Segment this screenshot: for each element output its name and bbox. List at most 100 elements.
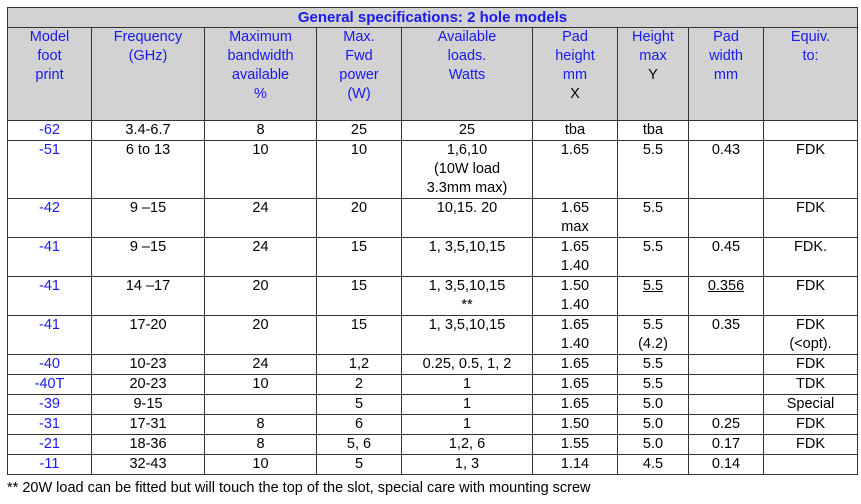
cell-bandwidth: 10 <box>204 140 317 199</box>
cell-equivalent: FDK <box>763 414 858 435</box>
cell-model: -40 <box>7 354 92 375</box>
cell-pad-width <box>688 394 764 415</box>
cell-model: -31 <box>7 414 92 435</box>
specifications-table: General specifications: 2 hole models Mo… <box>7 7 858 475</box>
cell-pad-height: 1.65 1.40 <box>532 237 618 277</box>
cell-model: -42 <box>7 198 92 238</box>
cell-frequency: 9 –15 <box>91 198 205 238</box>
cell-fwd-power: 6 <box>316 414 402 435</box>
cell-bandwidth: 10 <box>204 374 317 395</box>
header-label: Height max <box>632 29 674 64</box>
header-label: Model foot print <box>29 29 70 83</box>
cell-available-loads: 1, 3 <box>401 454 533 475</box>
cell-pad-width <box>688 120 764 141</box>
cell-fwd-power: 5 <box>316 394 402 415</box>
table-row: -41 14 –17 20 15 1, 3,5,10,15 ** 1.50 1.40 5.5… <box>7 276 858 316</box>
table-row: -40T 20-23 10 2 1 1.65 5.5 TDK <box>7 374 858 395</box>
cell-model: -11 <box>7 454 92 475</box>
cell-pad-height: 1.65 <box>532 374 618 395</box>
cell-available-loads: 1 <box>401 374 533 395</box>
cell-fwd-power: 15 <box>316 237 402 277</box>
cell-available-loads: 1, 3,5,10,15 ** <box>401 276 533 316</box>
cell-height-max: 5.5 <box>617 237 689 277</box>
cell-available-loads: 0.25, 0.5, 1, 2 <box>401 354 533 375</box>
header-frequency: Frequency (GHz) <box>91 27 205 121</box>
cell-bandwidth: 10 <box>204 454 317 475</box>
cell-model: -41 <box>7 276 92 316</box>
cell-bandwidth: 20 <box>204 315 317 355</box>
cell-pad-height: 1.50 1.40 <box>532 276 618 316</box>
cell-pad-width: 0.45 <box>688 237 764 277</box>
cell-equivalent: FDK <box>763 140 858 199</box>
header-label: Max. Fwd power (W) <box>339 29 379 102</box>
cell-height-max: 5.5 <box>617 198 689 238</box>
table-row: -42 9 –15 24 20 10,15. 20 1.65 max 5.5 FDK <box>7 198 858 238</box>
header-fwd-power: Max. Fwd power (W) <box>316 27 402 121</box>
cell-pad-width <box>688 198 764 238</box>
cell-bandwidth: 24 <box>204 354 317 375</box>
cell-height-max: 5.5 <box>617 354 689 375</box>
cell-available-loads: 25 <box>401 120 533 141</box>
cell-fwd-power: 5, 6 <box>316 434 402 455</box>
cell-pad-width: 0.25 <box>688 414 764 435</box>
header-available-loads: Available loads. Watts <box>401 27 533 121</box>
cell-available-loads: 1 <box>401 394 533 415</box>
cell-pad-width: 0.35 <box>688 315 764 355</box>
table-row: -40 10-23 24 1,2 0.25, 0.5, 1, 2 1.65 5.5 FDK <box>7 354 858 375</box>
cell-bandwidth: 8 <box>204 434 317 455</box>
table-row: -62 3.4-6.7 8 25 25 tba tba <box>7 120 858 141</box>
cell-equivalent: TDK <box>763 374 858 395</box>
cell-frequency: 32-43 <box>91 454 205 475</box>
cell-pad-height: 1.55 <box>532 434 618 455</box>
cell-height-max: 5.5 <box>617 140 689 199</box>
cell-fwd-power: 15 <box>316 315 402 355</box>
cell-pad-height: 1.14 <box>532 454 618 475</box>
header-bandwidth: Maximum bandwidth available % <box>204 27 317 121</box>
cell-model: -41 <box>7 237 92 277</box>
table-row: -41 17-20 20 15 1, 3,5,10,15 1.65 1.40 5.5 (4.… <box>7 315 858 355</box>
footnote: ** 20W load can be fitted but will touch… <box>7 480 591 496</box>
header-model: Model foot print <box>7 27 92 121</box>
cell-available-loads: 10,15. 20 <box>401 198 533 238</box>
cell-height-max: 5.0 <box>617 394 689 415</box>
header-label: Equiv. to: <box>790 29 831 64</box>
cell-pad-width: 0.356 <box>688 276 764 316</box>
header-label: Frequency (GHz) <box>113 29 183 64</box>
cell-height-max: tba <box>617 120 689 141</box>
cell-fwd-power: 5 <box>316 454 402 475</box>
cell-available-loads: 1,2, 6 <box>401 434 533 455</box>
cell-frequency: 6 to 13 <box>91 140 205 199</box>
cell-pad-width <box>688 374 764 395</box>
cell-pad-height: 1.65 <box>532 394 618 415</box>
cell-pad-height: 1.50 <box>532 414 618 435</box>
cell-frequency: 17-31 <box>91 414 205 435</box>
cell-available-loads: 1,6,10 (10W load 3.3mm max) <box>401 140 533 199</box>
cell-frequency: 17-20 <box>91 315 205 355</box>
header-axis-label: Y <box>648 67 658 83</box>
cell-pad-height: 1.65 1.40 <box>532 315 618 355</box>
header-height-max: Height max Y <box>617 27 689 121</box>
cell-pad-width: 0.14 <box>688 454 764 475</box>
cell-frequency: 9 –15 <box>91 237 205 277</box>
header-label: Available loads. Watts <box>437 29 497 83</box>
cell-height-max: 4.5 <box>617 454 689 475</box>
header-label: Pad width mm <box>709 29 743 83</box>
cell-pad-height: 1.65 <box>532 140 618 199</box>
cell-pad-width: 0.43 <box>688 140 764 199</box>
cell-model: -40T <box>7 374 92 395</box>
cell-height-max: 5.5 <box>617 276 689 316</box>
header-pad-width: Pad width mm <box>688 27 764 121</box>
cell-fwd-power: 10 <box>316 140 402 199</box>
cell-height-max: 5.0 <box>617 434 689 455</box>
table-row: -41 9 –15 24 15 1, 3,5,10,15 1.65 1.40 5.5 0.45… <box>7 237 858 277</box>
table-row: -11 32-43 10 5 1, 3 1.14 4.5 0.14 <box>7 454 858 475</box>
cell-frequency: 18-36 <box>91 434 205 455</box>
cell-equivalent: FDK. <box>763 237 858 277</box>
cell-pad-height: 1.65 <box>532 354 618 375</box>
cell-bandwidth: 8 <box>204 120 317 141</box>
cell-frequency: 9-15 <box>91 394 205 415</box>
cell-available-loads: 1, 3,5,10,15 <box>401 315 533 355</box>
cell-pad-height: tba <box>532 120 618 141</box>
cell-fwd-power: 15 <box>316 276 402 316</box>
cell-equivalent <box>763 120 858 141</box>
